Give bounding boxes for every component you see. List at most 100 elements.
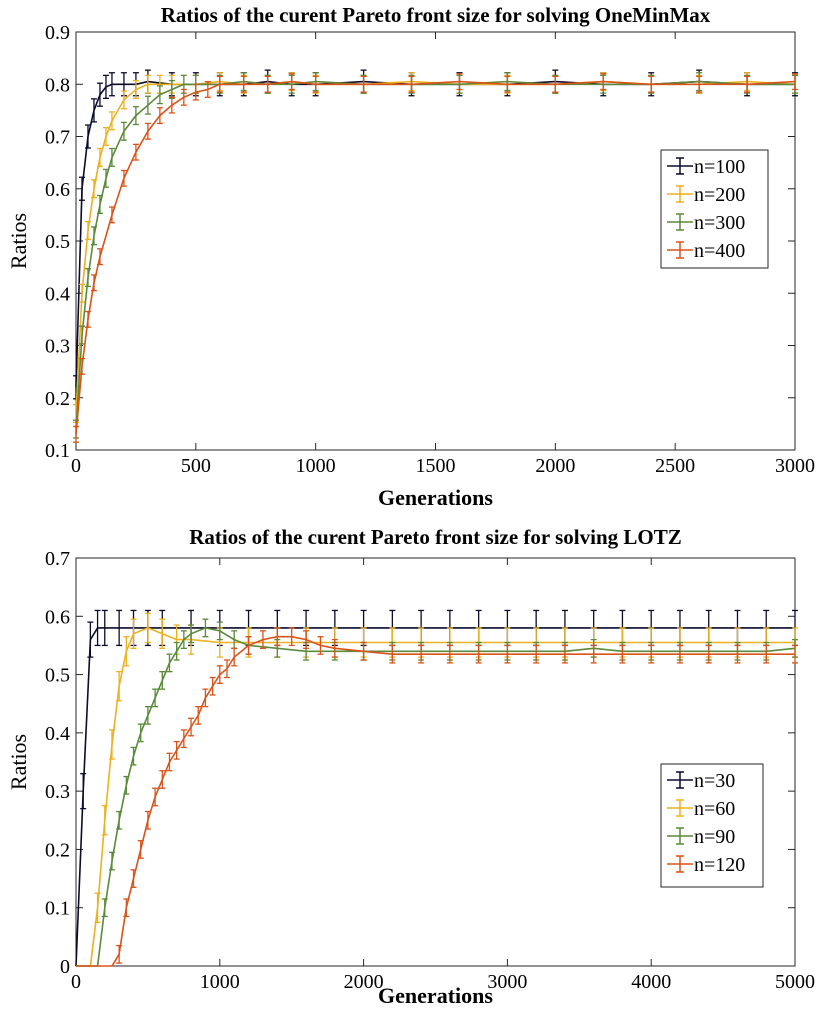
x-tick-label: 4000 (631, 971, 671, 993)
legend-item: n=100 (667, 156, 745, 178)
error-bar (288, 627, 295, 647)
legend-item: n=60 (667, 798, 735, 820)
error-bar (180, 630, 187, 649)
series-line (76, 635, 795, 967)
error-bar (202, 618, 209, 638)
error-bar (130, 746, 137, 766)
error-bar (173, 740, 180, 760)
legend-label: n=100 (694, 156, 745, 178)
error-bar (102, 126, 109, 147)
chart-title: Ratios of the curent Pareto front size f… (161, 3, 711, 27)
error-bar (168, 96, 175, 114)
error-bar (744, 75, 751, 93)
error-bar (259, 630, 266, 649)
error-bar (264, 75, 271, 93)
y-tick-label: 0 (60, 956, 70, 978)
error-bar (792, 73, 798, 91)
error-bar (120, 90, 127, 110)
error-bar (96, 194, 103, 214)
error-bar (84, 221, 91, 241)
legend-item: n=30 (667, 770, 735, 792)
error-bar (123, 636, 130, 667)
series-n=120 (76, 627, 798, 967)
y-tick-label: 0.2 (45, 388, 70, 410)
y-tick-label: 0.5 (45, 231, 70, 253)
error-bar (152, 787, 159, 807)
error-bar (156, 107, 163, 125)
x-tick-label: 500 (181, 455, 211, 477)
error-bar (130, 618, 137, 649)
error-bar (204, 80, 211, 98)
y-tick-label: 0.7 (45, 548, 70, 570)
legend-item: n=120 (667, 854, 745, 876)
legend-item: n=400 (667, 240, 745, 262)
y-tick-label: 0.6 (45, 606, 70, 628)
x-tick-label: 0 (71, 971, 81, 993)
error-bar (84, 124, 91, 149)
error-bar (123, 775, 130, 795)
legend-item: n=200 (667, 184, 745, 206)
error-bar (84, 310, 91, 328)
error-bar (96, 147, 103, 167)
error-bar (418, 644, 425, 664)
plot-area (75, 557, 796, 967)
legend-label: n=300 (694, 212, 745, 234)
error-bar (144, 74, 151, 94)
error-bar (159, 671, 166, 690)
y-tick-label: 0.7 (45, 127, 70, 149)
error-bar (600, 73, 607, 91)
error-bar (144, 612, 151, 644)
error-bar (94, 609, 101, 647)
error-bar (389, 644, 396, 664)
error-bar (156, 85, 163, 105)
x-axis-label: Generations (378, 485, 493, 510)
error-bar (144, 95, 151, 115)
error-bar (137, 723, 144, 743)
legend-label: n=60 (694, 798, 735, 820)
error-bar (108, 111, 115, 131)
x-tick-label: 3000 (775, 455, 815, 477)
y-tick-label: 0.9 (45, 22, 70, 44)
error-bar (446, 644, 453, 664)
y-tick-label: 0.2 (45, 839, 70, 861)
error-bar (590, 644, 597, 664)
x-tick-label: 2000 (344, 971, 384, 993)
error-bar (648, 75, 655, 93)
error-bar (108, 147, 115, 167)
y-tick-label: 0.5 (45, 665, 70, 687)
error-bar (90, 98, 97, 123)
error-bar (408, 75, 415, 93)
error-bar (90, 226, 97, 246)
error-bar (192, 83, 199, 101)
y-tick-label: 0.4 (45, 283, 70, 305)
error-bar (116, 944, 123, 964)
error-bar (73, 425, 79, 443)
y-tick-label: 0.1 (45, 898, 70, 920)
legend: n=100 n=200 n=300 n=400 (660, 149, 769, 269)
error-bar (120, 121, 127, 141)
legend-item: n=300 (667, 212, 745, 234)
error-bar (108, 851, 115, 871)
y-tick-label: 0.4 (45, 723, 70, 745)
error-bar (102, 74, 109, 100)
error-bar (132, 106, 139, 126)
error-bar (130, 869, 137, 888)
error-bar (78, 176, 85, 201)
error-bar (166, 752, 173, 772)
y-tick-label: 0.8 (45, 74, 70, 96)
chart-1: Ratios of the curent Pareto front size f… (6, 3, 815, 510)
x-tick-label: 0 (71, 455, 81, 477)
y-tick-label: 0.1 (45, 440, 70, 462)
error-bar (231, 647, 238, 667)
error-bar (240, 75, 247, 93)
error-bar (90, 274, 97, 292)
error-bar (137, 840, 144, 859)
y-tick-label: 0.6 (45, 179, 70, 201)
error-bar (274, 627, 281, 647)
y-axis-label: Ratios (6, 213, 31, 269)
error-bar (734, 644, 741, 664)
error-bar (696, 75, 703, 93)
error-bar (331, 638, 338, 658)
error-bar (132, 79, 139, 100)
y-tick-label: 0.3 (45, 781, 70, 803)
